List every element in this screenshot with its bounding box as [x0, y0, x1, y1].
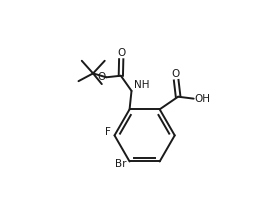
- Text: Br: Br: [115, 159, 126, 169]
- Text: OH: OH: [194, 94, 210, 104]
- Text: O: O: [171, 69, 179, 79]
- Text: F: F: [105, 127, 111, 137]
- Text: NH: NH: [134, 80, 149, 90]
- Text: O: O: [97, 72, 105, 82]
- Text: O: O: [117, 48, 125, 58]
